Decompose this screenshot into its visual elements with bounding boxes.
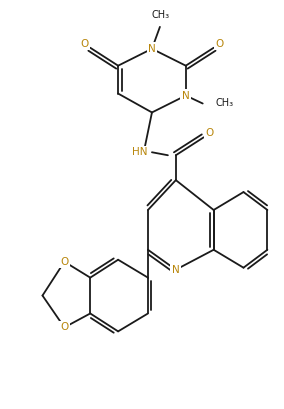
Text: HN: HN bbox=[132, 147, 148, 157]
Text: O: O bbox=[216, 39, 224, 49]
Text: O: O bbox=[60, 257, 68, 267]
Text: CH₃: CH₃ bbox=[152, 10, 170, 20]
Text: N: N bbox=[172, 265, 180, 275]
Text: O: O bbox=[60, 322, 68, 333]
Text: O: O bbox=[206, 128, 214, 138]
Text: N: N bbox=[182, 90, 190, 101]
Text: N: N bbox=[148, 44, 156, 54]
Text: O: O bbox=[80, 39, 88, 49]
Text: CH₃: CH₃ bbox=[216, 99, 234, 108]
